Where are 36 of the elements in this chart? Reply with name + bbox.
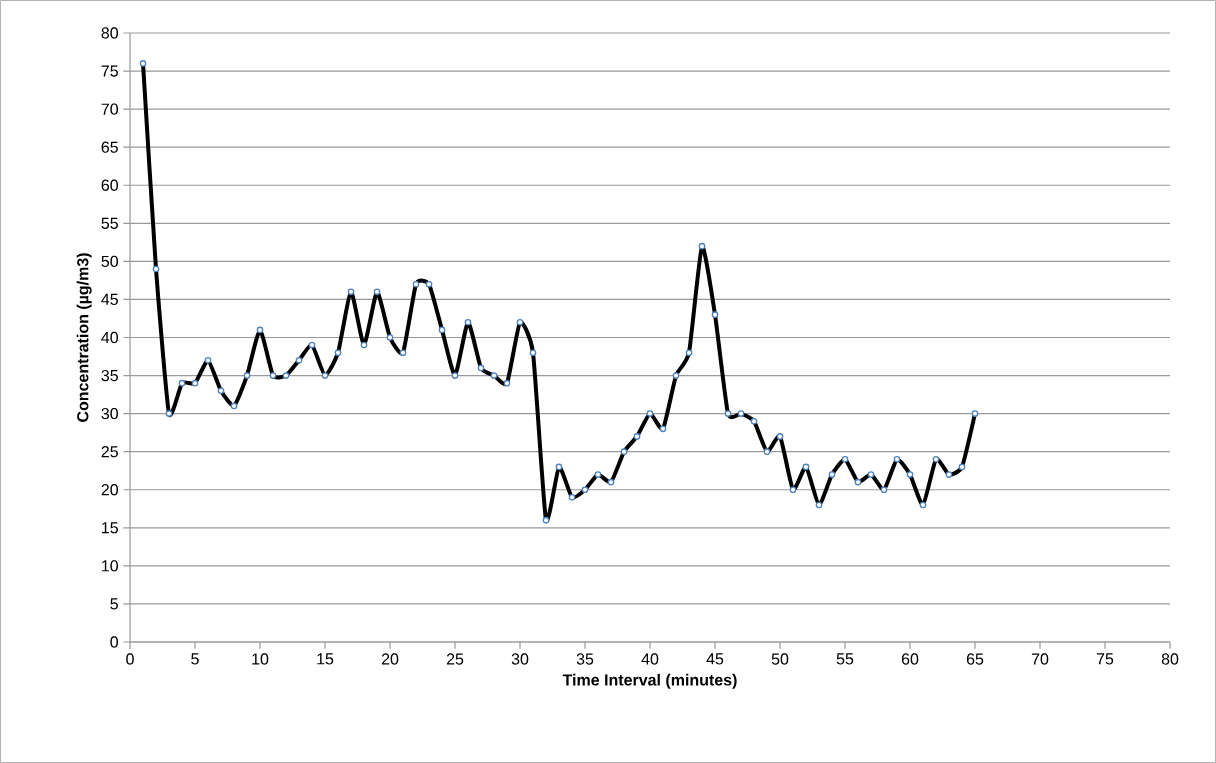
x-tick-label: 80 (1161, 653, 1179, 665)
y-tick-label: 40 (101, 331, 119, 344)
y-axis-title: Concentration (µg/m3) (76, 253, 92, 422)
y-tick-label: 0 (110, 636, 119, 648)
x-tick-label: 75 (1096, 653, 1114, 665)
y-tick-label: 35 (101, 369, 118, 382)
x-tick-label: 0 (126, 653, 134, 665)
x-tick-label: 55 (836, 653, 854, 665)
x-tick-label: 50 (771, 653, 789, 665)
y-tick-label: 80 (101, 27, 119, 39)
y-tick-label: 45 (101, 293, 118, 305)
y-tick-label: 5 (110, 598, 118, 610)
x-tick-label: 35 (576, 653, 594, 665)
x-tick-label: 5 (191, 653, 199, 665)
y-tick-label: 65 (101, 141, 118, 153)
x-axis-title: Time Interval (minutes) (562, 673, 737, 689)
x-tick-label: 20 (381, 653, 399, 665)
x-tick-label: 60 (901, 653, 919, 665)
y-tick-label: 10 (102, 560, 119, 572)
y-tick-label: 75 (101, 65, 118, 77)
x-tick-label: 25 (446, 653, 464, 665)
y-tick-label: 60 (101, 179, 119, 191)
x-tick-label: 30 (511, 653, 529, 665)
y-tick-label: 30 (101, 407, 119, 420)
x-tick-label: 70 (1031, 653, 1049, 665)
x-tick-label: 40 (641, 653, 659, 665)
x-tick-label: 10 (252, 653, 269, 665)
y-tick-label: 15 (102, 522, 118, 534)
y-tick-label: 20 (101, 484, 119, 496)
y-tick-label: 70 (101, 103, 119, 115)
x-tick-label: 45 (706, 653, 724, 665)
y-tick-label: 55 (101, 217, 118, 229)
y-tick-label: 25 (101, 446, 118, 458)
x-tick-label: 15 (317, 653, 334, 665)
y-tick-label: 50 (101, 255, 119, 268)
x-tick-label: 65 (966, 653, 984, 665)
